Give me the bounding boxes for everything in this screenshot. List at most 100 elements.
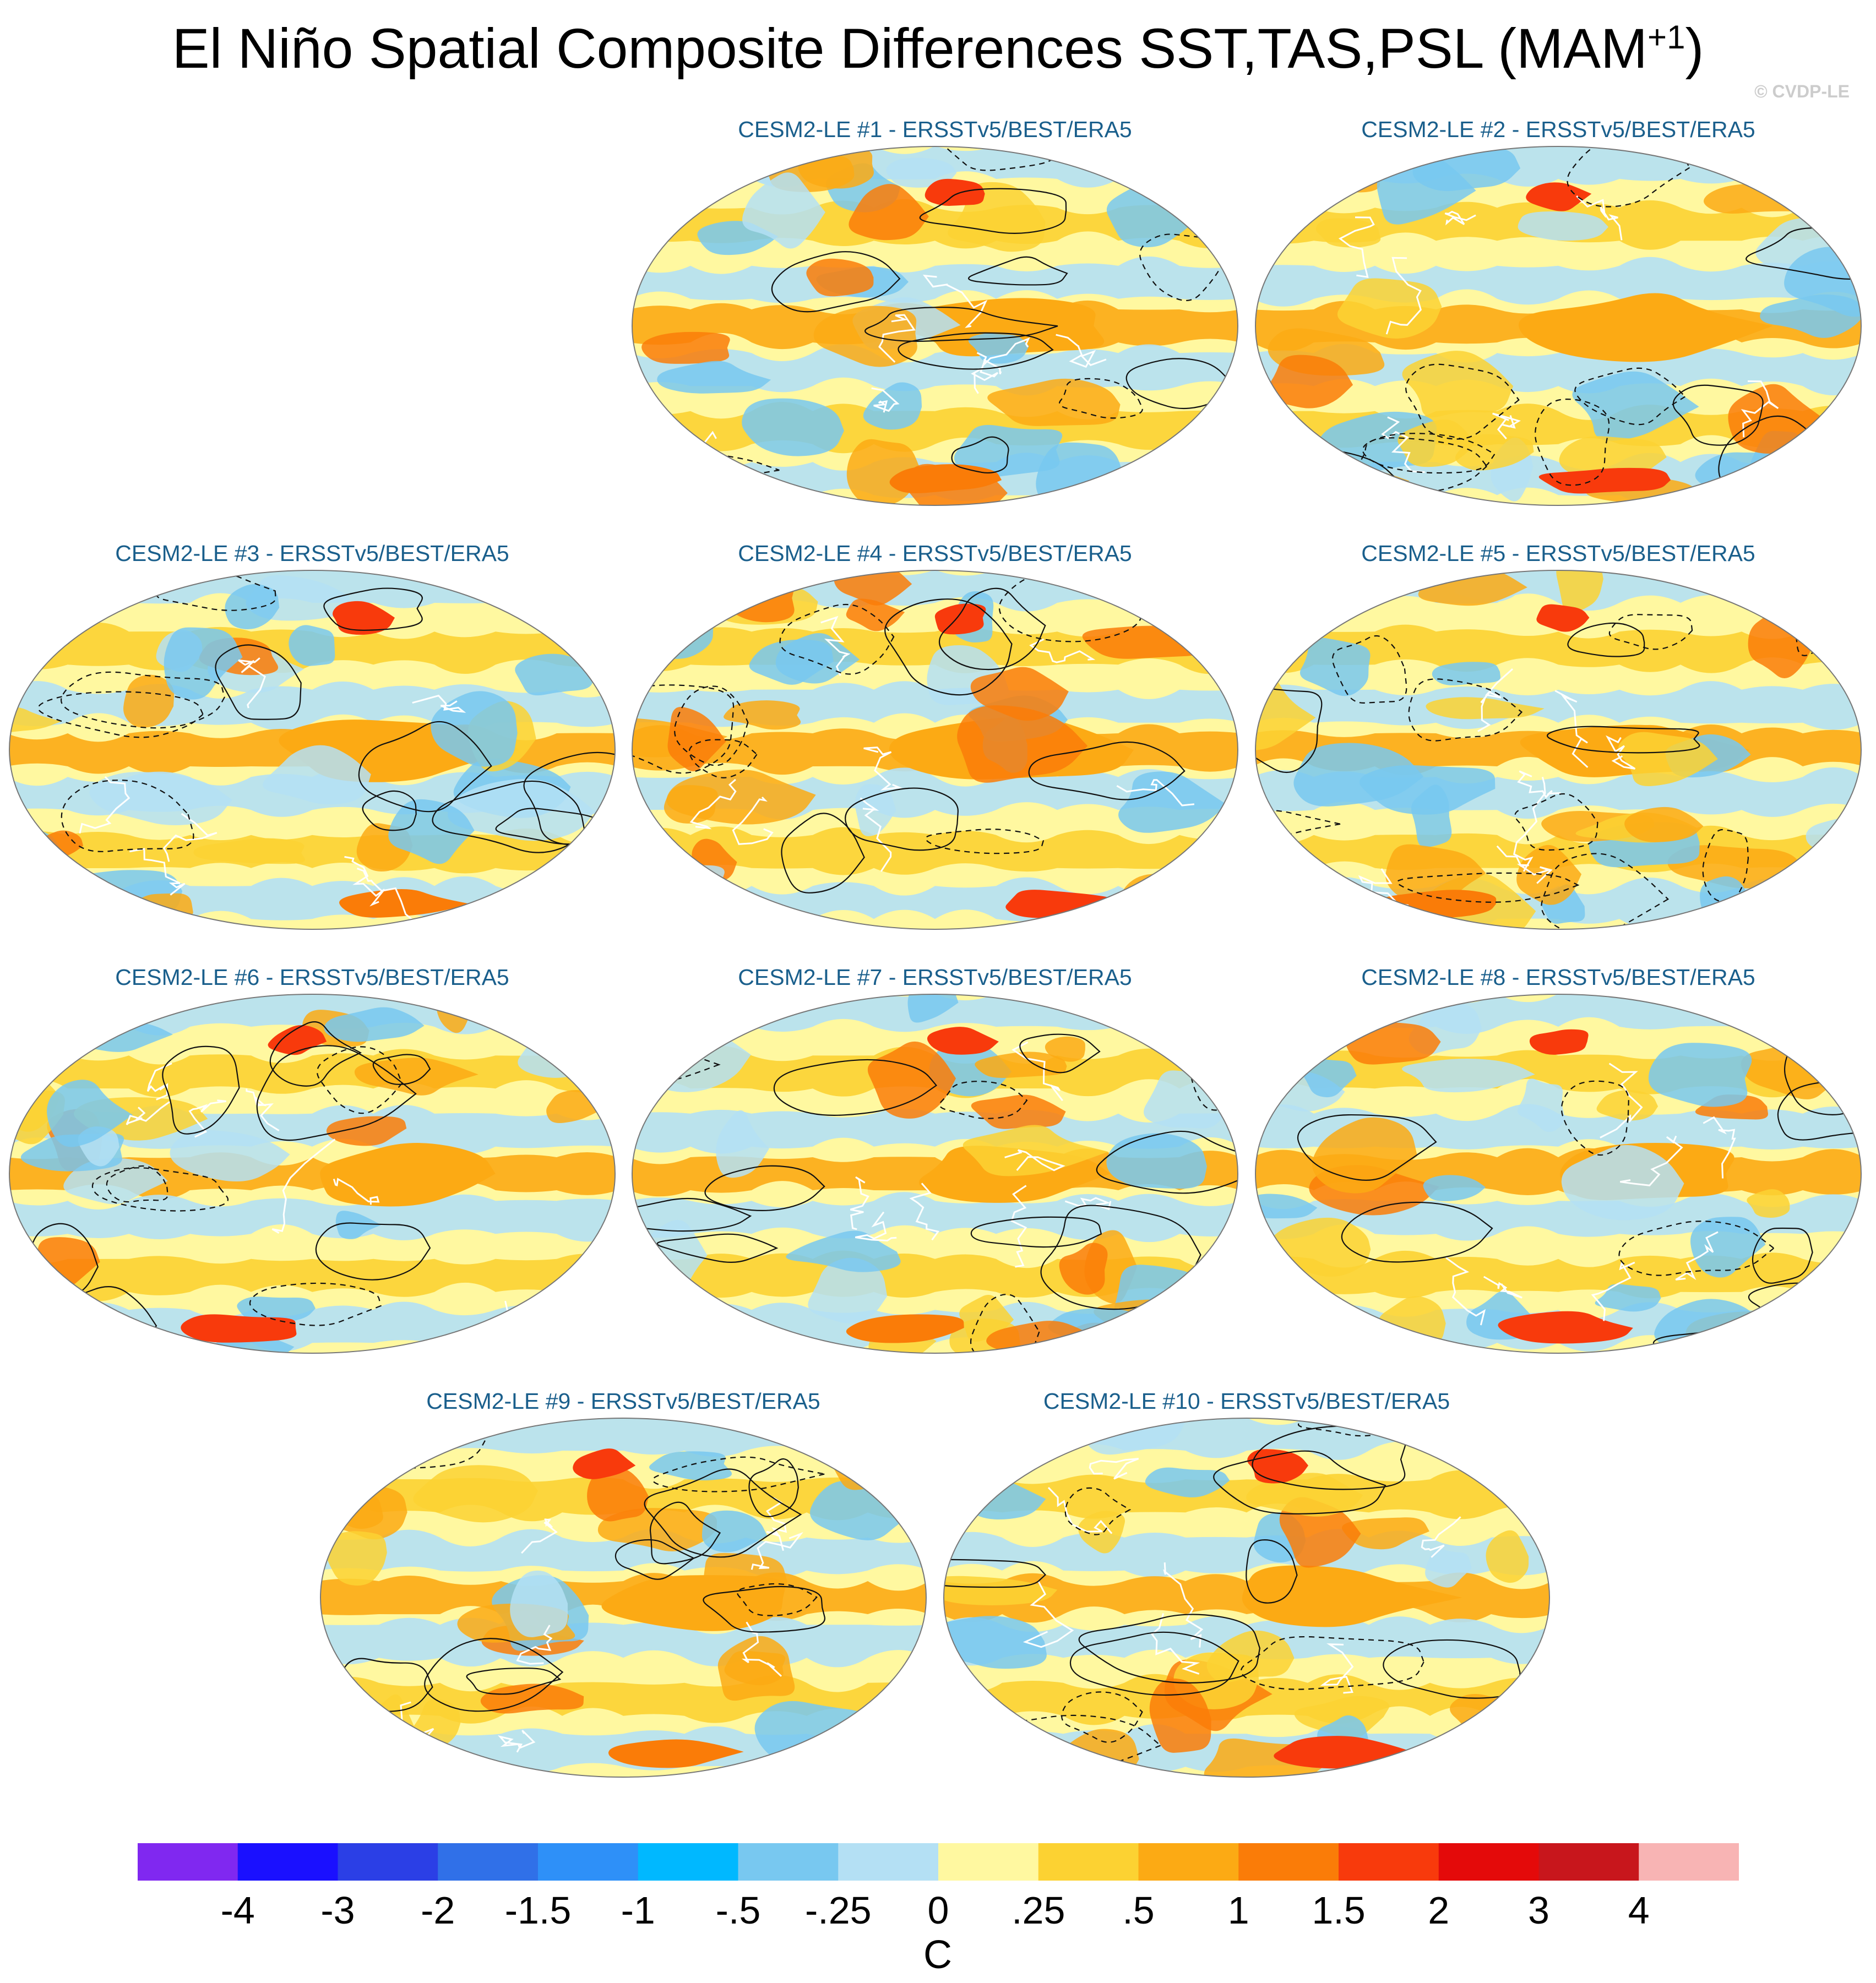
map-outline bbox=[1255, 994, 1862, 1354]
anomaly-blob bbox=[354, 1058, 478, 1096]
map-outline bbox=[9, 570, 616, 930]
anomaly-blob bbox=[987, 378, 1121, 426]
coastline bbox=[1116, 779, 1195, 807]
coastline bbox=[922, 274, 988, 328]
warm-anomaly-north bbox=[573, 1448, 636, 1479]
coastline bbox=[1591, 1261, 1635, 1321]
psl-contour bbox=[91, 1167, 229, 1212]
psl-contour bbox=[1297, 1114, 1437, 1181]
psl-contour bbox=[748, 1458, 799, 1517]
copyright-label: © CVDP-LE bbox=[1754, 81, 1850, 101]
coastline bbox=[497, 1730, 536, 1753]
colorbar-swatch bbox=[1339, 1843, 1439, 1881]
colorbar-tick-label: -.5 bbox=[715, 1889, 761, 1932]
anomaly-blob bbox=[47, 1080, 133, 1147]
antarctic-anomaly bbox=[846, 1314, 964, 1343]
coastline bbox=[689, 778, 737, 830]
coastline bbox=[238, 657, 267, 709]
anomaly-blob bbox=[1747, 1189, 1790, 1218]
anomaly-blob bbox=[974, 1418, 1021, 1441]
psl-contour bbox=[781, 813, 865, 894]
equatorial-warm-tongue bbox=[1242, 1565, 1462, 1627]
coastline bbox=[1444, 210, 1476, 226]
colorbar-swatch bbox=[338, 1843, 438, 1881]
anomaly-blob bbox=[1700, 876, 1748, 927]
warm-anomaly-north bbox=[1536, 604, 1590, 632]
psl-contour bbox=[779, 603, 895, 675]
global-map bbox=[632, 146, 1238, 506]
coastline bbox=[1004, 1149, 1065, 1172]
psl-contour bbox=[1766, 1308, 1861, 1336]
anomaly-blob bbox=[323, 1531, 387, 1586]
coastline bbox=[871, 387, 900, 413]
anomaly-blob bbox=[1162, 571, 1238, 625]
psl-contour bbox=[944, 1559, 1047, 1588]
anomaly-blob bbox=[1398, 420, 1474, 467]
anomaly-blob bbox=[1477, 1431, 1549, 1467]
map-panel-8: CESM2-LE #8 - ERSSTv5/BEST/ERA5 bbox=[1253, 965, 1864, 1383]
coastline bbox=[1381, 416, 1425, 473]
psl-contour bbox=[466, 1668, 562, 1695]
map-panel-3: CESM2-LE #3 - ERSSTv5/BEST/ERA5 bbox=[7, 541, 618, 959]
anomaly-blob bbox=[1385, 844, 1486, 909]
anomaly-blob bbox=[1426, 697, 1545, 720]
anomaly-blob bbox=[1517, 1078, 1564, 1132]
map-panel-10: CESM2-LE #10 - ERSSTv5/BEST/ERA5 bbox=[941, 1388, 1552, 1807]
psl-contour bbox=[37, 691, 204, 738]
psl-contour bbox=[674, 685, 749, 766]
psl-contour bbox=[1752, 1227, 1813, 1284]
coastline bbox=[1741, 380, 1779, 438]
colorbar-tick-label: -4 bbox=[220, 1889, 255, 1932]
anomaly-band bbox=[944, 1470, 1549, 1519]
psl-contour bbox=[962, 1714, 1162, 1775]
map-panel-1: CESM2-LE #1 - ERSSTv5/BEST/ERA5 bbox=[629, 117, 1241, 535]
anomaly-blob bbox=[1556, 570, 1603, 614]
colorbar-swatch bbox=[1639, 1843, 1739, 1881]
anomaly-blob bbox=[1806, 1291, 1857, 1353]
psl-contour bbox=[1139, 233, 1225, 302]
coastline bbox=[1421, 1516, 1461, 1558]
psl-contour bbox=[884, 598, 1013, 696]
anomaly-blob bbox=[963, 1125, 1109, 1176]
anomaly-blob bbox=[662, 901, 784, 929]
psl-contour bbox=[1547, 726, 1700, 754]
anomaly-band bbox=[632, 256, 1238, 303]
anomaly-blob bbox=[27, 996, 80, 1038]
anomaly-blob bbox=[1455, 434, 1534, 471]
panel-title: CESM2-LE #5 - ERSSTv5/BEST/ERA5 bbox=[1361, 541, 1755, 566]
equatorial-warm-tongue bbox=[320, 1143, 496, 1207]
coastline bbox=[162, 813, 217, 862]
figure-title: El Niño Spatial Composite Differences SS… bbox=[172, 17, 1704, 80]
anomaly-blob bbox=[1648, 1043, 1752, 1107]
anomaly-blob bbox=[1119, 874, 1216, 929]
coastline bbox=[878, 314, 916, 363]
antarctic-anomaly bbox=[339, 889, 470, 918]
psl-contour bbox=[898, 332, 1054, 370]
anomaly-blob bbox=[396, 1738, 453, 1777]
anomaly-blob bbox=[1337, 278, 1442, 339]
anomaly-blob bbox=[1779, 465, 1861, 505]
antarctic-anomaly bbox=[1538, 467, 1671, 494]
coastline bbox=[1620, 1135, 1683, 1186]
anomaly-blob bbox=[716, 1110, 769, 1178]
anomaly-blob bbox=[754, 1701, 895, 1770]
colorbar-swatch bbox=[838, 1843, 939, 1881]
psl-contour bbox=[358, 721, 492, 813]
psl-contour bbox=[162, 1045, 240, 1135]
psl-contour bbox=[256, 1045, 417, 1141]
psl-contour bbox=[1535, 399, 1610, 486]
psl-contour bbox=[1514, 793, 1598, 851]
coastline bbox=[1496, 845, 1553, 884]
psl-contour bbox=[1028, 741, 1186, 800]
colorbar-tick-label: -2 bbox=[421, 1889, 455, 1932]
anomaly-band bbox=[632, 826, 1238, 878]
equatorial-warm-tongue bbox=[1519, 293, 1773, 362]
coastline bbox=[344, 856, 385, 907]
colorbar-tick-label: .5 bbox=[1122, 1889, 1155, 1932]
psl-contour bbox=[1064, 1487, 1132, 1535]
warm-anomaly-north bbox=[934, 603, 986, 635]
psl-contour bbox=[1702, 1322, 1808, 1353]
global-map bbox=[943, 1418, 1550, 1778]
coastline bbox=[1023, 1580, 1074, 1648]
anomaly-blob bbox=[703, 1552, 787, 1604]
